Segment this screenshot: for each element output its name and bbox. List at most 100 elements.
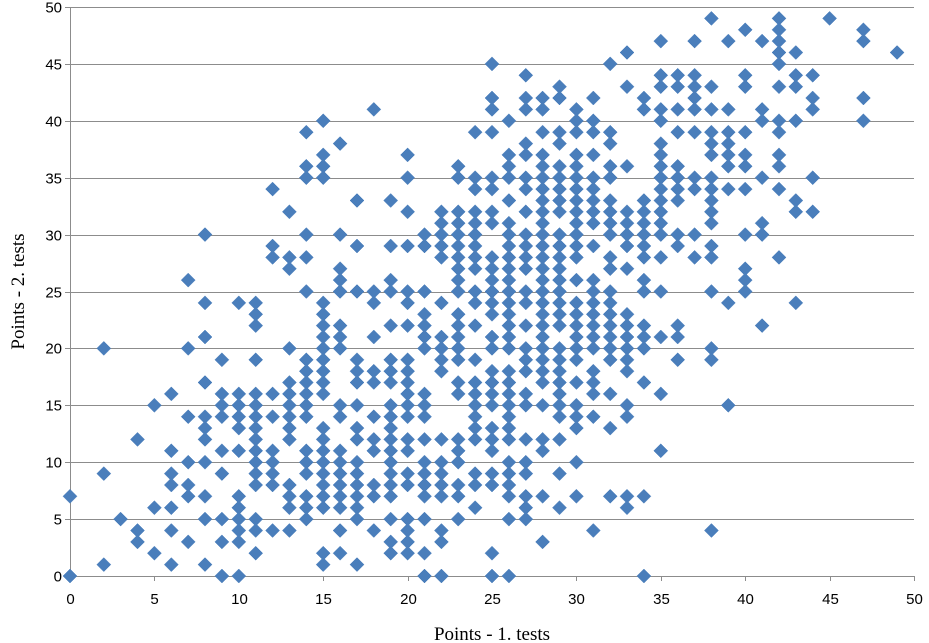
data-point — [315, 500, 331, 516]
x-tick-label-5: 5 — [150, 591, 158, 608]
data-point — [585, 523, 601, 538]
data-point — [619, 409, 635, 425]
data-point — [501, 568, 517, 584]
data-point — [501, 170, 517, 186]
data-point — [771, 158, 787, 174]
x-tick-label-15: 15 — [315, 591, 332, 608]
data-point — [754, 227, 770, 242]
data-point — [163, 477, 179, 493]
data-point — [484, 443, 500, 459]
data-point — [653, 113, 669, 129]
x-tick-label-45: 45 — [822, 591, 839, 608]
data-point — [96, 557, 112, 572]
data-point — [687, 227, 702, 242]
x-tick-label-30: 30 — [568, 591, 585, 608]
data-point — [214, 534, 230, 550]
y-tick-label-35: 35 — [45, 171, 62, 188]
x-tick-label-50: 50 — [906, 591, 923, 608]
data-point — [332, 500, 348, 516]
data-point — [248, 477, 264, 493]
data-point — [484, 341, 500, 356]
data-point — [214, 443, 230, 459]
data-point — [518, 181, 534, 197]
data-point — [704, 215, 719, 231]
data-point — [720, 295, 736, 311]
data-point — [214, 511, 230, 527]
data-point — [180, 454, 196, 470]
data-point — [282, 500, 297, 516]
data-point — [737, 124, 753, 140]
data-point — [552, 204, 567, 220]
data-point — [670, 238, 686, 254]
data-point — [737, 22, 753, 38]
x-tick-label-40: 40 — [737, 591, 754, 608]
data-point — [96, 466, 112, 481]
y-tick-label-5: 5 — [54, 512, 62, 529]
data-point — [298, 466, 314, 481]
data-point — [501, 113, 517, 129]
data-point — [349, 375, 365, 390]
data-point — [585, 409, 601, 425]
data-point — [704, 147, 719, 163]
data-point — [298, 511, 314, 527]
y-tick-label-20: 20 — [45, 341, 62, 358]
data-point — [704, 79, 719, 95]
data-point — [231, 534, 247, 550]
y-tick-label-25: 25 — [45, 285, 62, 302]
data-point — [585, 215, 601, 231]
data-point — [450, 386, 466, 402]
data-point — [467, 124, 483, 140]
data-point — [569, 488, 584, 504]
data-point — [704, 250, 719, 265]
data-point — [771, 181, 787, 197]
data-point — [569, 420, 584, 436]
data-point — [856, 90, 871, 106]
data-point — [754, 170, 770, 186]
data-point — [687, 102, 702, 117]
data-point — [552, 432, 567, 447]
data-point — [197, 488, 213, 504]
data-point — [383, 238, 399, 254]
data-point — [619, 500, 635, 516]
data-point — [653, 79, 669, 95]
data-point — [856, 113, 871, 129]
data-point — [417, 432, 432, 447]
data-point — [197, 432, 213, 447]
data-point — [467, 432, 483, 447]
y-tick-label-30: 30 — [45, 228, 62, 245]
data-point — [467, 318, 483, 333]
data-point — [687, 181, 702, 197]
data-point — [754, 113, 770, 129]
data-point — [467, 500, 483, 516]
data-point — [467, 477, 483, 493]
data-point — [231, 420, 247, 436]
data-point — [400, 545, 415, 561]
data-point — [535, 488, 550, 504]
data-point — [298, 284, 314, 299]
data-point — [298, 124, 314, 140]
data-point — [737, 284, 753, 299]
data-point — [720, 158, 736, 174]
data-point — [585, 124, 601, 140]
data-point — [467, 261, 483, 277]
data-point — [315, 113, 331, 129]
data-point — [484, 568, 500, 584]
data-point — [636, 341, 652, 356]
data-point — [585, 238, 601, 254]
data-point — [602, 227, 618, 242]
data-point — [501, 511, 517, 527]
data-point — [653, 33, 669, 49]
data-point — [771, 79, 787, 95]
data-point — [535, 102, 550, 117]
data-point — [366, 409, 382, 425]
data-point — [585, 341, 601, 356]
data-point — [585, 90, 601, 106]
data-point — [180, 272, 196, 288]
data-point — [315, 386, 331, 402]
data-point — [771, 56, 787, 72]
data-point — [653, 227, 669, 242]
data-point — [434, 488, 449, 504]
data-point — [332, 227, 348, 242]
data-point — [670, 124, 686, 140]
data-point — [366, 375, 382, 390]
